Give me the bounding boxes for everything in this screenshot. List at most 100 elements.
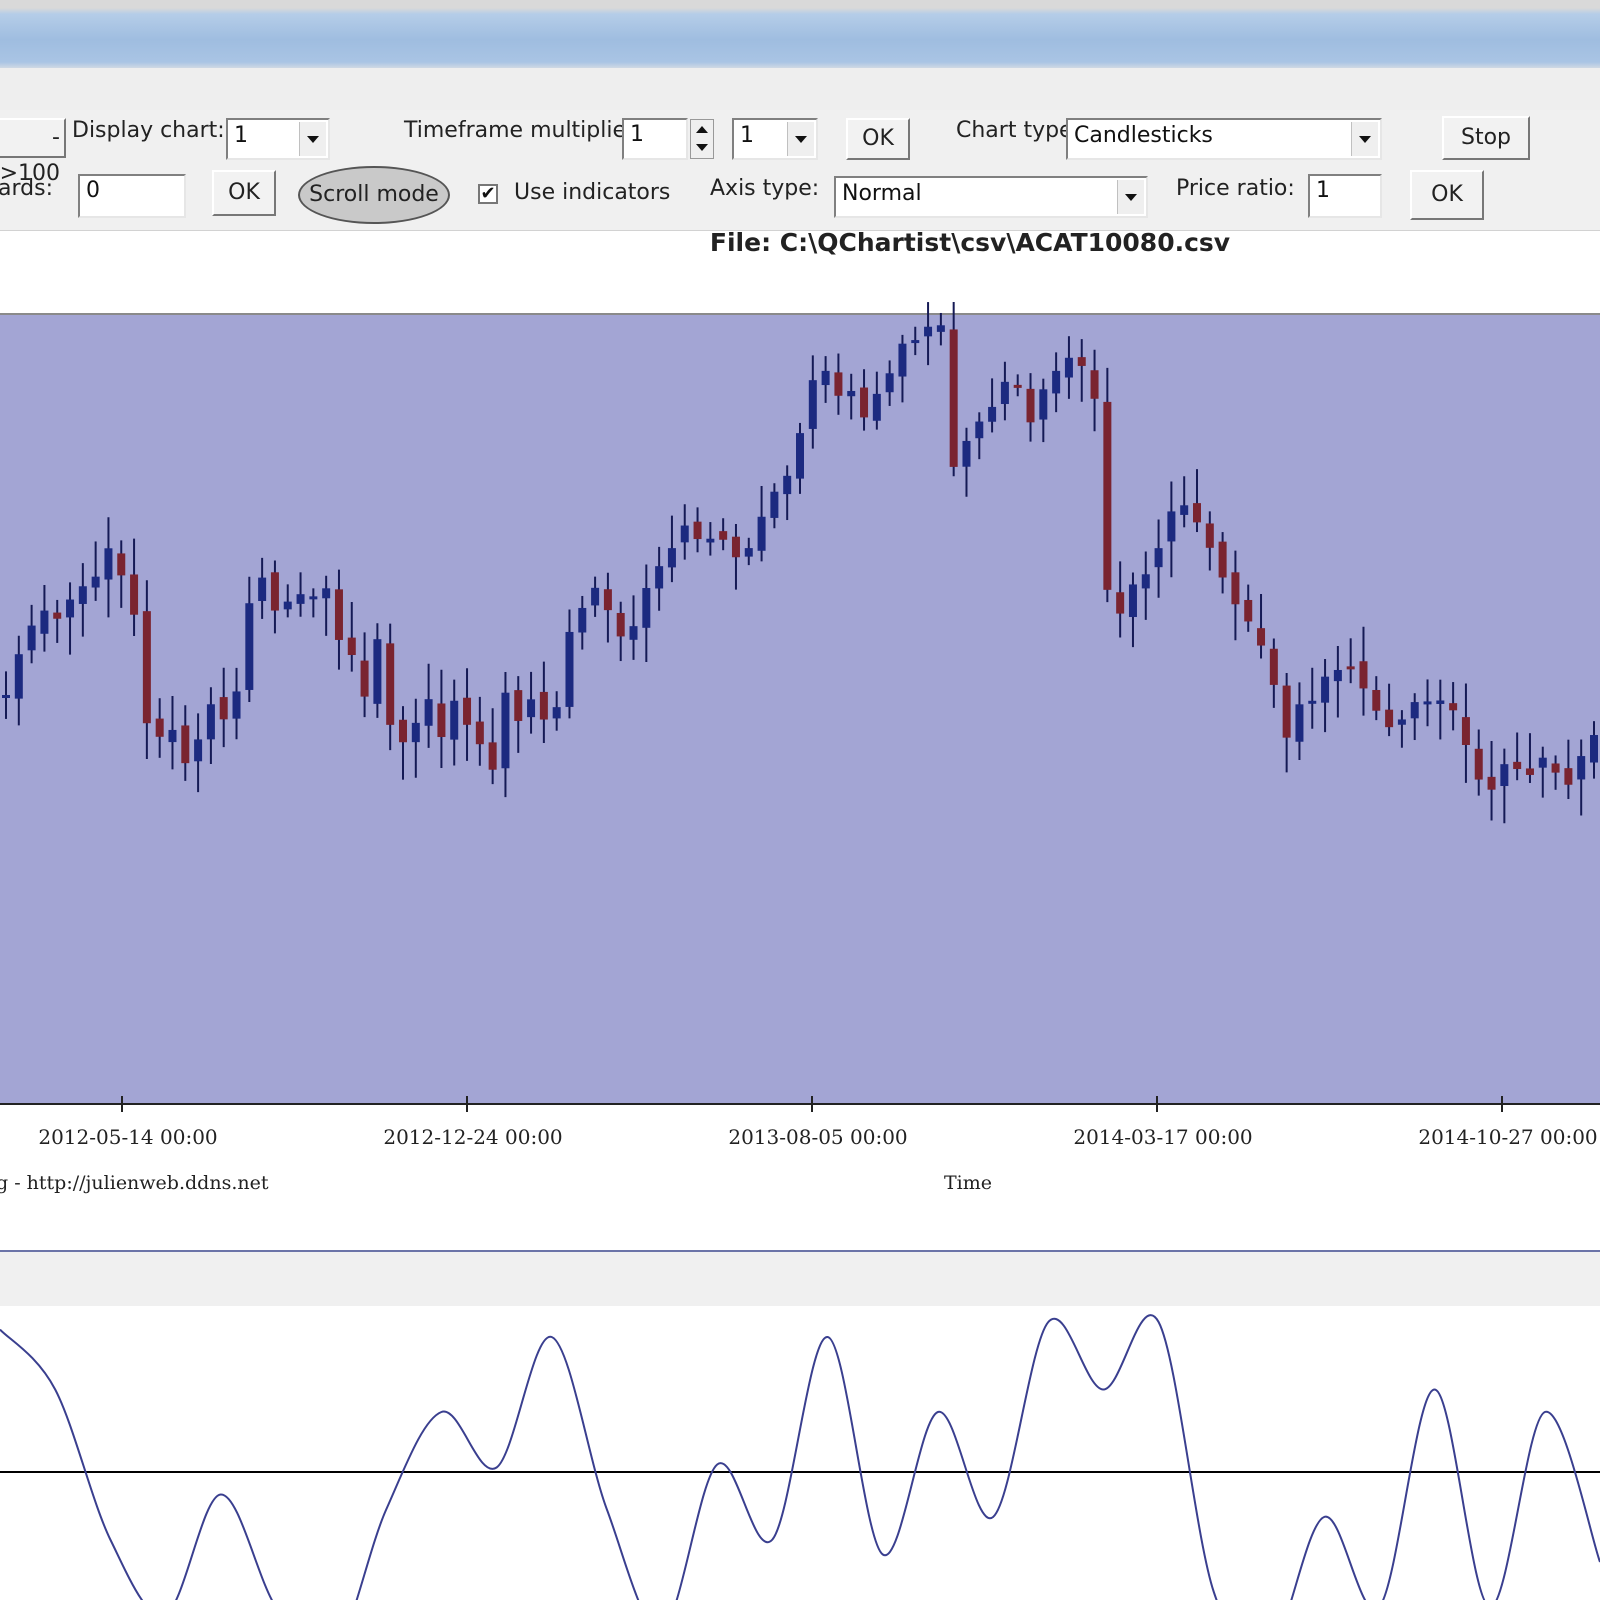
candle-body	[514, 690, 523, 721]
candle-body	[309, 596, 318, 600]
candle-body	[1218, 541, 1227, 578]
x-axis-title: Time	[944, 1172, 993, 1194]
chart-credit: g - http://julienweb.ddns.net	[0, 1172, 269, 1194]
candle-body	[104, 548, 113, 580]
chevron-down-icon[interactable]	[1117, 180, 1144, 214]
candle-body	[885, 373, 894, 393]
candle-body	[1474, 748, 1483, 780]
display-chart-select[interactable]: 1	[226, 118, 330, 160]
menu-bar	[0, 68, 1600, 111]
candle-body	[194, 739, 203, 762]
indicator-panel-header	[0, 1250, 1600, 1309]
candle-body	[130, 574, 139, 615]
candle-body	[245, 603, 254, 690]
candle-body	[78, 586, 87, 604]
axis-type-label: Axis type:	[710, 176, 820, 201]
indicator-plot-area	[0, 1306, 1600, 1600]
candle-body	[1039, 389, 1048, 420]
candle-body	[603, 589, 612, 611]
candle-body	[1372, 689, 1381, 711]
candle-body	[155, 718, 164, 737]
axis-type-select[interactable]: Normal	[834, 176, 1148, 218]
shift-ok-button[interactable]: OK	[212, 170, 276, 216]
candle-body	[437, 703, 446, 738]
candle-body	[360, 660, 369, 697]
candle-body	[616, 612, 625, 637]
candle-body	[1590, 735, 1598, 763]
spin-up-icon[interactable]	[696, 126, 708, 133]
candle-body	[1513, 761, 1522, 770]
chart-type-value: Candlesticks	[1074, 123, 1213, 148]
candle-body	[911, 340, 920, 344]
next-100-button[interactable]: ->100	[0, 118, 66, 186]
candle-body	[1257, 628, 1266, 646]
candle-body	[744, 548, 753, 557]
candle-body	[1180, 505, 1189, 515]
candle-body	[1103, 401, 1112, 590]
candle-body	[860, 387, 869, 418]
timeframe-unit-value: 1	[740, 123, 754, 148]
candle-body	[834, 372, 843, 396]
candle-body	[988, 406, 997, 422]
candle-body	[1461, 717, 1470, 745]
candle-body	[1090, 370, 1099, 399]
candle-body	[975, 421, 984, 439]
candle-body	[1538, 757, 1547, 768]
candle-body	[1167, 511, 1176, 542]
candle-body	[642, 588, 651, 628]
candle-body	[847, 390, 856, 397]
chevron-down-icon[interactable]	[787, 122, 814, 156]
candle-body	[463, 697, 472, 725]
candle-body	[1064, 357, 1073, 378]
main-chart[interactable]: 2012-05-14 00:00 2012-12-24 00:00 2013-08-…	[0, 300, 1600, 1220]
candle-body	[1154, 548, 1163, 568]
stop-button[interactable]: Stop	[1442, 116, 1530, 160]
x-axis-ticks: 2012-05-14 00:00 2012-12-24 00:00 2013-08-…	[38, 1096, 1598, 1149]
indicator-chart[interactable]	[0, 1306, 1600, 1600]
candle-body	[501, 692, 510, 769]
shift-input[interactable]: 0	[78, 174, 186, 218]
chevron-down-icon[interactable]	[1351, 122, 1378, 156]
candle-body	[1423, 701, 1432, 705]
x-tick-label: 2012-12-24 00:00	[383, 1125, 562, 1149]
candle-body	[296, 594, 305, 604]
candle-body	[91, 576, 100, 588]
use-indicators-checkbox[interactable]: ✔	[478, 184, 498, 204]
timeframe-unit-select[interactable]: 1	[732, 118, 818, 160]
candle-body	[757, 516, 766, 551]
candle-body	[1308, 700, 1317, 704]
timeframe-spinner[interactable]	[690, 119, 714, 159]
price-ratio-ok-button[interactable]: OK	[1410, 170, 1484, 220]
candle-body	[424, 699, 433, 726]
candle-body	[667, 548, 676, 568]
candle-body	[783, 475, 792, 495]
candle-body	[872, 393, 881, 421]
x-tick-label: 2013-08-05 00:00	[728, 1125, 907, 1149]
candle-body	[1077, 357, 1086, 366]
candle-body	[258, 577, 267, 602]
candle-body	[821, 370, 830, 386]
x-tick-label: 2014-10-27 00:00	[1418, 1125, 1597, 1149]
timeframe-multiplier-input[interactable]: 1	[622, 118, 688, 160]
candle-body	[322, 588, 331, 599]
candle-body	[1231, 572, 1240, 605]
candle-body	[578, 607, 587, 633]
candle-body	[475, 721, 484, 745]
shift-label: ards:	[0, 176, 53, 201]
candle-body	[283, 601, 292, 610]
candle-body	[347, 637, 356, 656]
candle-body	[1359, 661, 1368, 689]
candle-body	[539, 691, 548, 720]
spin-down-icon[interactable]	[696, 144, 708, 151]
price-ratio-input[interactable]: 1	[1308, 174, 1382, 218]
candle-body	[1269, 648, 1278, 685]
timeframe-ok-button[interactable]: OK	[846, 118, 910, 160]
scroll-mode-button[interactable]: Scroll mode	[298, 166, 450, 224]
candle-body	[808, 380, 817, 429]
window-titlebar	[0, 0, 1600, 68]
candlestick-series	[2, 302, 1598, 824]
chevron-down-icon[interactable]	[299, 122, 326, 156]
candle-body	[27, 625, 36, 651]
chart-type-select[interactable]: Candlesticks	[1066, 118, 1382, 160]
candle-body	[1564, 768, 1573, 785]
